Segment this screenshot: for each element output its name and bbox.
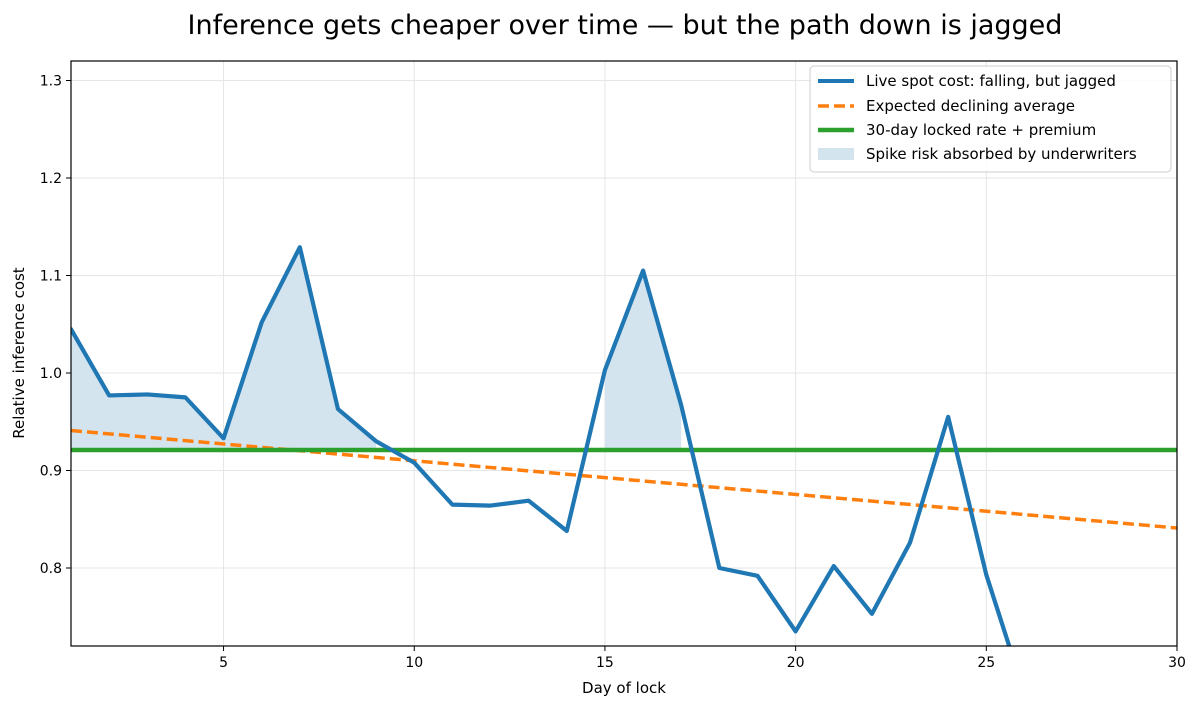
legend-box	[809, 65, 1172, 173]
spike-risk-area	[71, 247, 377, 451]
y-tick-label: 1.2	[40, 171, 62, 187]
x-tick-label: 25	[977, 655, 995, 671]
x-tick-label: 20	[787, 655, 805, 671]
line-layer	[71, 245, 1177, 646]
y-tick-label: 0.9	[40, 464, 62, 480]
x-tick-label: 5	[219, 655, 228, 671]
x-tick-label: 30	[1168, 655, 1186, 671]
chart-title: Inference gets cheaper over time — but t…	[188, 10, 1063, 41]
y-tick-label: 1.0	[40, 366, 62, 382]
y-tick-label: 1.3	[40, 74, 62, 90]
tick-layer: 5 10 15 20 25 30 0.8 0.9 1.0 1.1 1.2 1.3	[40, 74, 1186, 672]
x-tick-label: 15	[596, 655, 614, 671]
spike-risk-area	[604, 270, 682, 451]
y-tick-label: 0.8	[40, 561, 62, 577]
legend-label-spot: Live spot cost: falling, but jagged	[866, 72, 1116, 90]
spot-cost-line	[71, 245, 1012, 646]
fill-layer	[71, 247, 682, 451]
legend: Live spot cost: falling, but jagged Expe…	[809, 65, 1172, 173]
legend-label-locked: 30-day locked rate + premium	[866, 121, 1096, 139]
legend-label-spike: Spike risk absorbed by underwriters	[866, 145, 1137, 163]
legend-swatch-spike	[818, 148, 854, 160]
x-tick-label: 10	[405, 655, 423, 671]
y-axis-label: Relative inference cost	[10, 267, 28, 438]
y-tick-label: 1.1	[40, 269, 62, 285]
expected-average-line	[71, 428, 1177, 530]
legend-label-average: Expected declining average	[866, 97, 1075, 115]
plot-frame	[70, 60, 1178, 647]
x-axis-label: Day of lock	[582, 679, 666, 697]
